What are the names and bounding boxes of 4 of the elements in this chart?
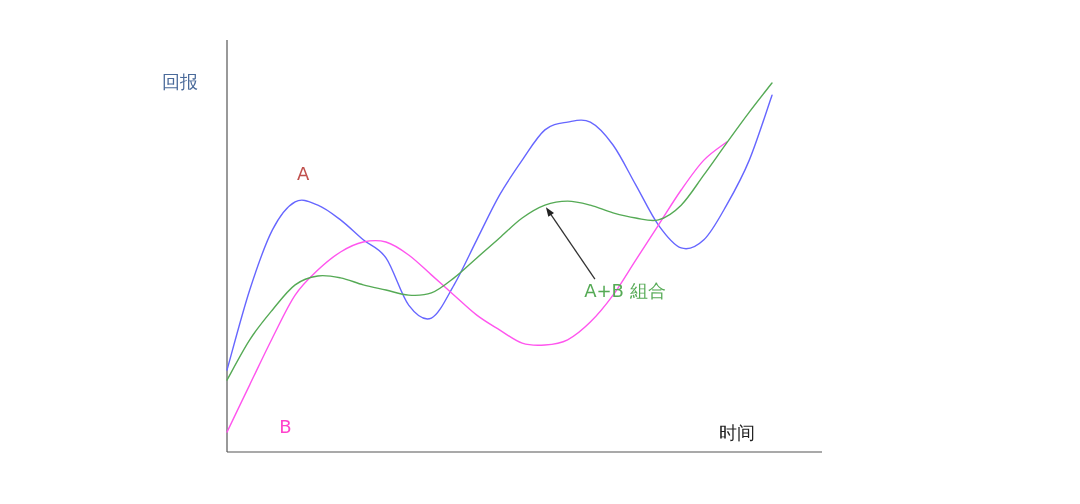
y-axis-title: 回报 (162, 71, 198, 92)
series-label: A (296, 162, 310, 184)
text: B (279, 415, 292, 437)
x-axis-title: 时间 (719, 422, 755, 443)
